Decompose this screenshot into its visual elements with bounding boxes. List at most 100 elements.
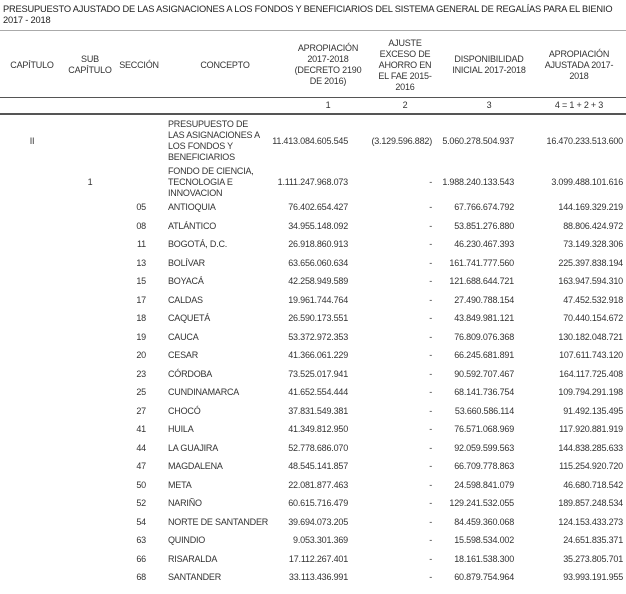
value-col4: 16.470.233.513.600 bbox=[546, 136, 624, 146]
value-col1: 26.590.173.551 bbox=[288, 313, 348, 323]
header-sub-capitulo: SUB CAPÍTULO bbox=[68, 54, 112, 75]
divider bbox=[0, 97, 626, 98]
value-col3: 5.060.278.504.937 bbox=[442, 136, 514, 146]
value-col1: 73.525.017.941 bbox=[288, 368, 348, 379]
value-col4: 47.452.532.918 bbox=[563, 294, 623, 305]
seccion: 19 bbox=[136, 331, 146, 342]
value-col3: 18.161.538.300 bbox=[454, 553, 514, 564]
value-col4: 189.857.248.534 bbox=[558, 498, 623, 508]
table-row: 66 RISARALDA 17.112.267.401 - 18.161.538.300… bbox=[0, 554, 626, 572]
value-col4: 35.273.805.701 bbox=[563, 553, 623, 564]
value-col4: 115.254.920.720 bbox=[559, 461, 623, 471]
value-col4: 88.806.424.972 bbox=[563, 220, 623, 231]
value-col4: 117.920.881.919 bbox=[559, 424, 623, 434]
concepto: ATLÁNTICO bbox=[168, 220, 217, 231]
concepto: CESAR bbox=[168, 350, 199, 360]
value-col1: 39.694.073.205 bbox=[288, 516, 348, 527]
table-row: 05 ANTIOQUIA 76.402.654.427 - 67.766.674.792… bbox=[0, 202, 626, 220]
value-col1: 48.545.141.857 bbox=[288, 461, 348, 471]
column-number: 3 bbox=[486, 100, 492, 110]
value-col2: - bbox=[429, 331, 432, 342]
value-col2: - bbox=[429, 387, 432, 397]
value-col4: 144.169.329.219 bbox=[558, 202, 623, 212]
value-col2: - bbox=[429, 516, 432, 527]
value-col1: 26.918.860.913 bbox=[288, 239, 348, 249]
table-row: 15 BOYACÁ 42.258.949.589 - 121.688.644.721 16… bbox=[0, 276, 626, 294]
value-col2: - bbox=[429, 368, 432, 379]
value-col3: 43.849.981.121 bbox=[454, 313, 514, 323]
table-row: 47 MAGDALENA 48.545.141.857 - 66.709.778.863… bbox=[0, 461, 626, 479]
value-col3: 66.709.778.863 bbox=[454, 461, 514, 471]
value-col4: 164.117.725.408 bbox=[559, 368, 623, 379]
summary-row: II PRESUPUESTO DE LAS ASIGNACIONES A LOS… bbox=[0, 119, 626, 164]
value-col2: - bbox=[429, 405, 432, 416]
seccion: 27 bbox=[136, 405, 146, 416]
value-col1: 52.778.686.070 bbox=[288, 442, 348, 453]
value-col3: 68.141.736.754 bbox=[454, 387, 514, 397]
value-col2: (3.129.596.882) bbox=[371, 136, 432, 146]
value-col4: 124.153.433.273 bbox=[558, 516, 623, 527]
value-col1: 37.831.549.381 bbox=[288, 405, 348, 416]
seccion: 44 bbox=[136, 442, 146, 453]
value-col4: 163.947.594.310 bbox=[558, 276, 623, 286]
value-col4: 46.680.718.542 bbox=[563, 479, 623, 490]
value-col4: 93.993.191.955 bbox=[563, 572, 623, 582]
table-row: 52 NARIÑO 60.615.716.479 - 129.241.532.055 18… bbox=[0, 498, 626, 516]
column-number: 1 bbox=[325, 100, 331, 110]
concepto: CAQUETÁ bbox=[168, 313, 211, 323]
value-col2: - bbox=[429, 257, 432, 268]
value-col1: 63.656.060.634 bbox=[288, 257, 348, 268]
value-col2: - bbox=[429, 177, 432, 187]
seccion: 11 bbox=[137, 239, 146, 249]
value-col2: - bbox=[429, 442, 432, 453]
table-row: 11 BOGOTÁ, D.C. 26.918.860.913 - 46.230.467.… bbox=[0, 239, 626, 257]
seccion: 08 bbox=[136, 220, 146, 231]
concepto: BOGOTÁ, D.C. bbox=[168, 239, 228, 249]
concepto: SANTANDER bbox=[168, 572, 222, 582]
seccion: 41 bbox=[136, 424, 146, 434]
concepto: NORTE DE SANTANDER bbox=[168, 516, 269, 527]
value-col2: - bbox=[429, 220, 432, 231]
table-row: 17 CALDAS 19.961.744.764 - 27.490.788.154 47.… bbox=[0, 295, 626, 313]
value-col2: - bbox=[429, 424, 432, 434]
value-col1: 42.258.949.589 bbox=[288, 276, 348, 286]
value-col3: 76.809.076.368 bbox=[454, 331, 514, 342]
value-col3: 161.741.777.560 bbox=[449, 257, 514, 268]
concepto: QUINDIO bbox=[168, 535, 206, 545]
concepto: BOLÍVAR bbox=[168, 257, 205, 268]
concepto: HUILA bbox=[168, 424, 194, 434]
summary-row: 1 FONDO DE CIENCIA, TECNOLOGIA E INNOVAC… bbox=[0, 166, 626, 199]
concepto: PRESUPUESTO DE LAS ASIGNACIONES A LOS FO… bbox=[168, 119, 260, 162]
value-col3: 53.851.276.880 bbox=[454, 220, 514, 231]
value-col3: 46.230.467.393 bbox=[454, 239, 514, 249]
value-col4: 3.099.488.101.616 bbox=[551, 177, 623, 187]
value-col2: - bbox=[429, 461, 432, 471]
value-col1: 41.349.812.950 bbox=[288, 424, 348, 434]
value-col3: 66.245.681.891 bbox=[454, 350, 514, 360]
value-col4: 73.149.328.306 bbox=[563, 239, 623, 249]
seccion: 18 bbox=[136, 313, 146, 323]
divider bbox=[0, 113, 626, 115]
seccion: 47 bbox=[136, 461, 146, 471]
seccion: 68 bbox=[136, 572, 146, 582]
value-col4: 70.440.154.672 bbox=[563, 313, 623, 323]
value-col2: - bbox=[429, 553, 432, 564]
value-col1: 9.053.301.369 bbox=[293, 535, 348, 545]
header-col3: DISPONIBILIDAD INICIAL 2017-2018 bbox=[452, 54, 526, 75]
concepto: CHOCÓ bbox=[168, 405, 201, 416]
concepto: LA GUAJIRA bbox=[168, 442, 219, 453]
concepto: RISARALDA bbox=[168, 553, 218, 564]
value-col4: 144.838.285.633 bbox=[558, 442, 623, 453]
concepto: META bbox=[168, 479, 192, 490]
table-row: 27 CHOCÓ 37.831.549.381 - 53.660.586.114 91.4… bbox=[0, 406, 626, 424]
document-title: PRESUPUESTO AJUSTADO DE LAS ASIGNACIONES… bbox=[3, 4, 613, 25]
concepto: CAUCA bbox=[168, 331, 199, 342]
header-col4: APROPIACIÓN AJUSTADA 2017-2018 bbox=[544, 48, 614, 81]
concepto: CALDAS bbox=[168, 294, 203, 305]
value-col2: - bbox=[429, 479, 432, 490]
value-col3: 84.459.360.068 bbox=[454, 516, 514, 527]
value-col3: 24.598.841.079 bbox=[454, 479, 514, 490]
concepto: NARIÑO bbox=[168, 498, 202, 508]
header-seccion: SECCIÓN bbox=[119, 59, 159, 70]
value-col1: 41.366.061.229 bbox=[288, 350, 348, 360]
